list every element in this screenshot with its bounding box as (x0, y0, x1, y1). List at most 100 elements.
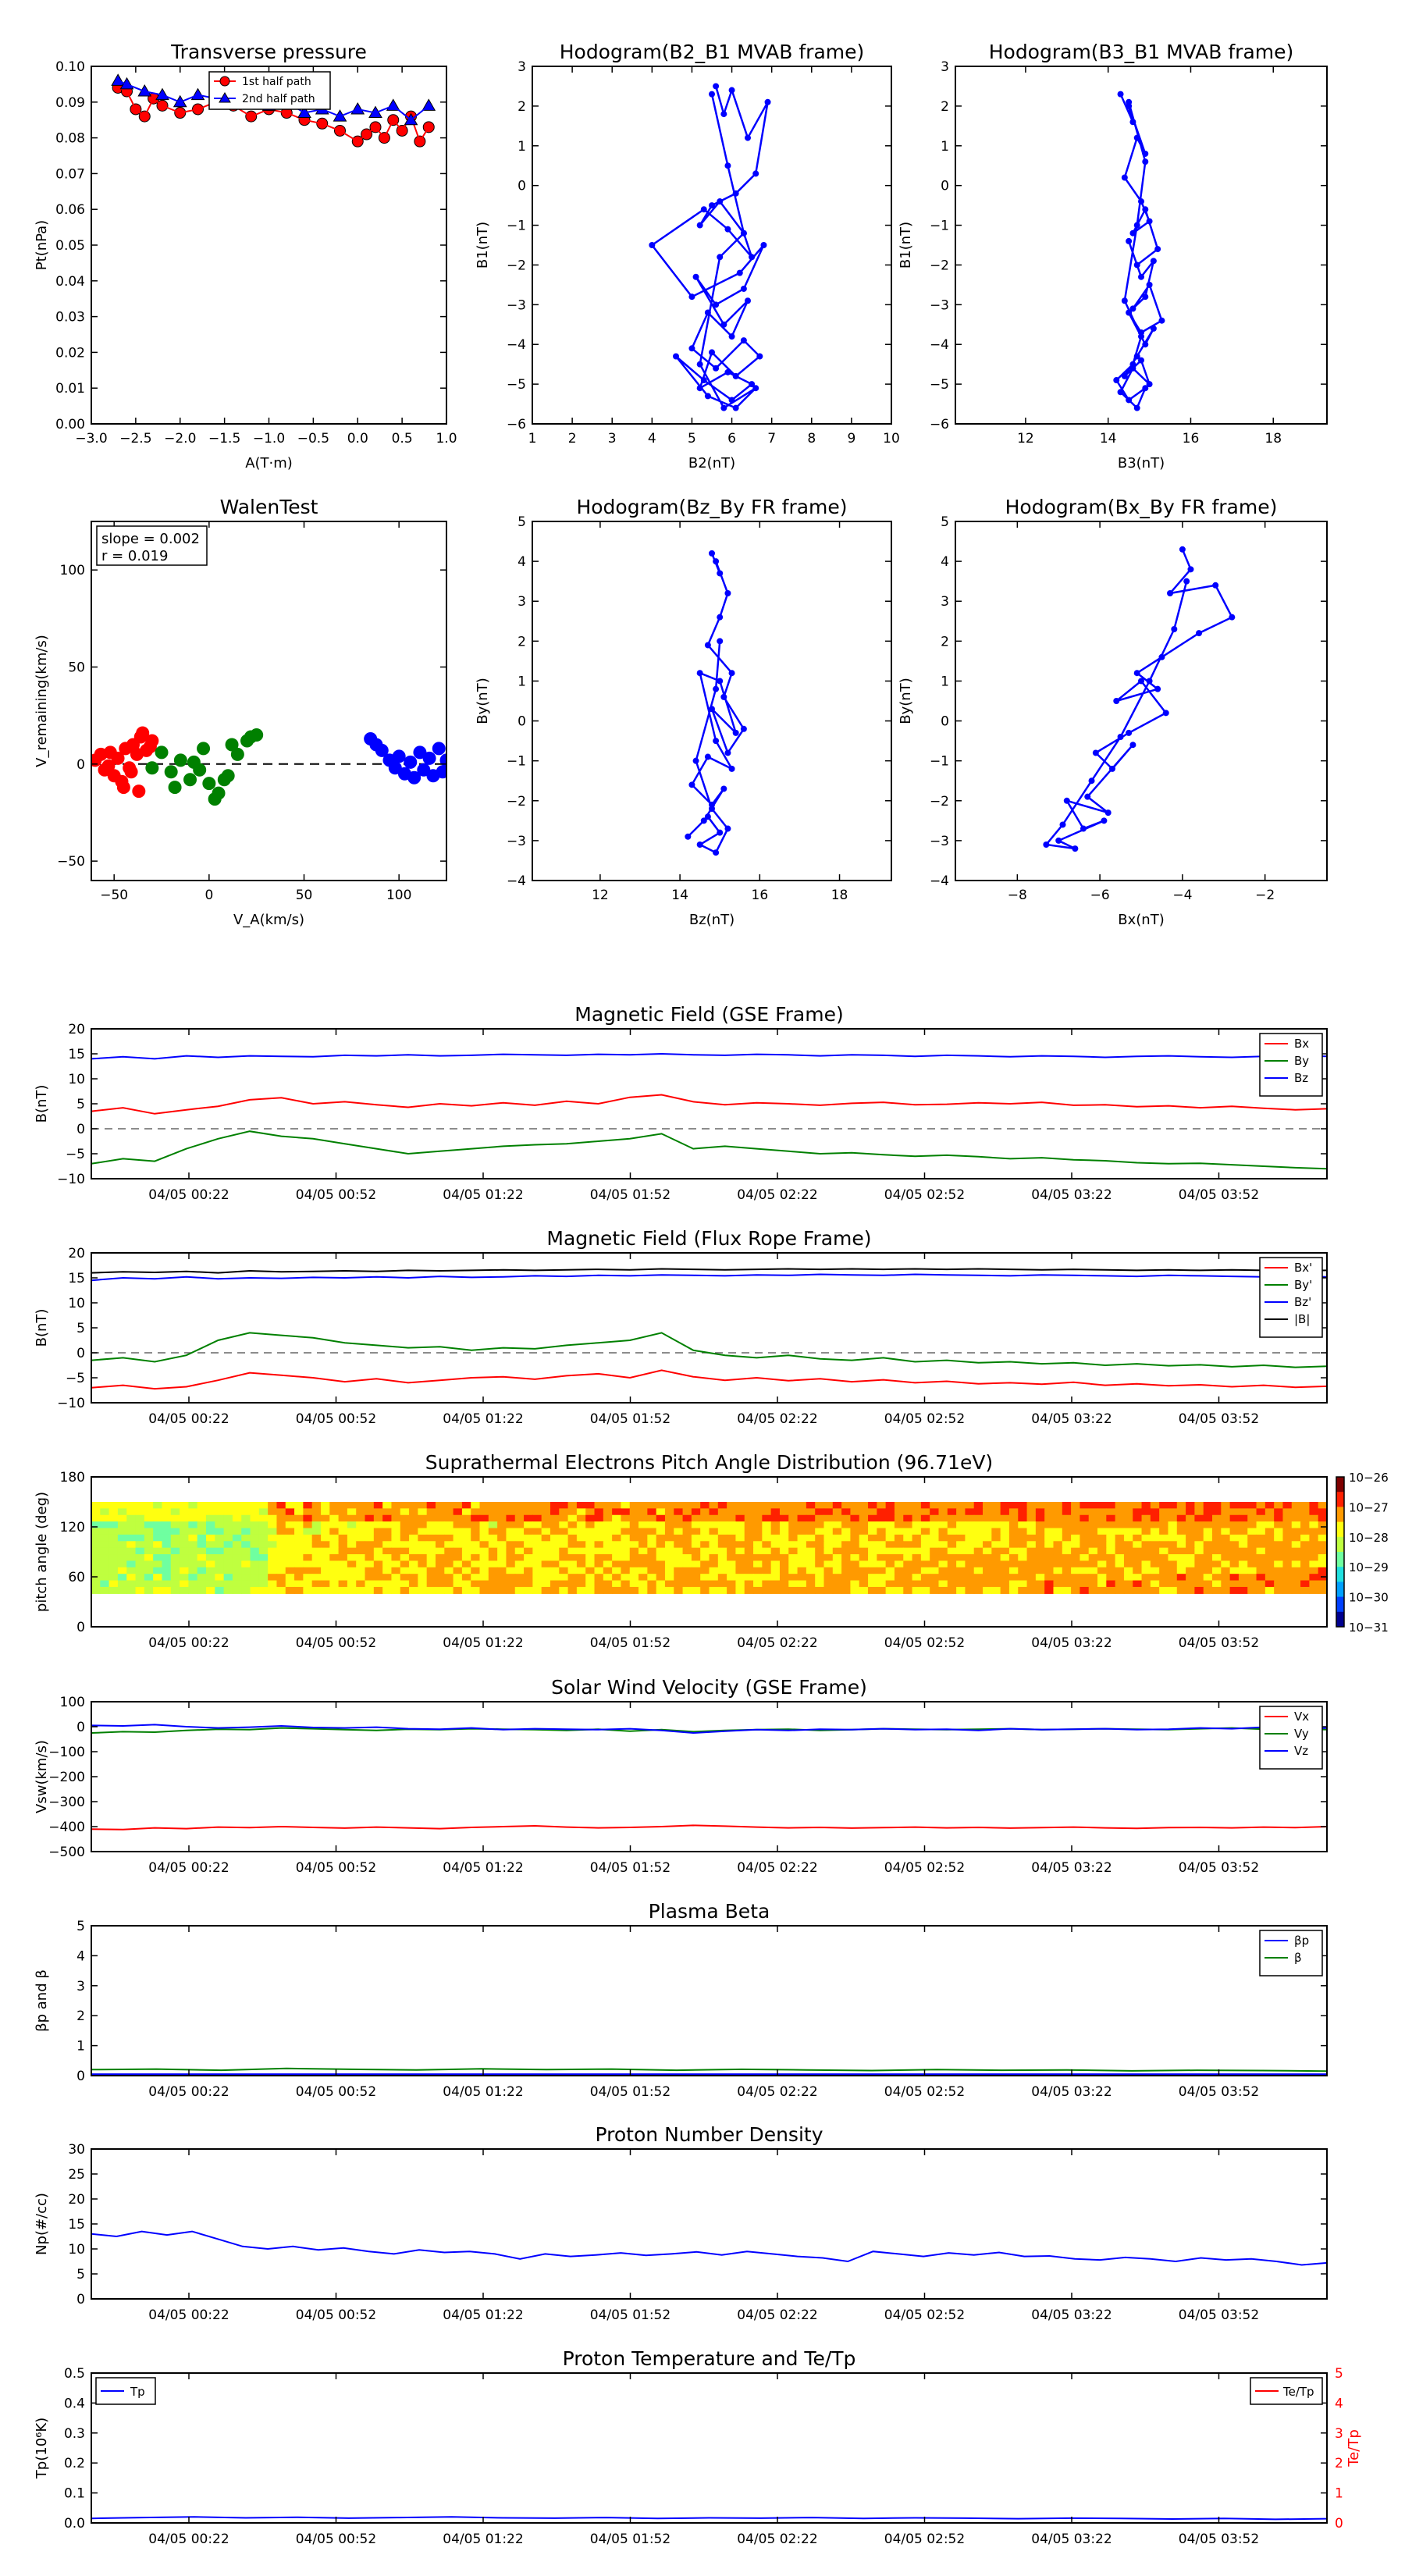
heatmap-cell (320, 1547, 330, 1555)
heatmap-cell (973, 1502, 984, 1509)
heatmap-cell (930, 1502, 940, 1509)
legend-label: Vy (1294, 1727, 1309, 1741)
heatmap-cell (885, 1567, 895, 1574)
heatmap-cell (1264, 1514, 1275, 1522)
heatmap-cell (1000, 1580, 1010, 1588)
heatmap-cell (1053, 1586, 1063, 1594)
legend-box (1259, 1930, 1323, 1976)
heatmap-cell (815, 1547, 825, 1555)
heatmap-cell (930, 1521, 940, 1529)
heatmap-cell (621, 1574, 631, 1582)
data-point (1055, 837, 1062, 844)
heatmap-cell (1194, 1541, 1204, 1549)
y-tick-label: 2 (941, 634, 949, 649)
data-point (713, 365, 720, 372)
heatmap-cell (594, 1508, 604, 1516)
heatmap-cell (576, 1567, 586, 1574)
heatmap-cell (1282, 1574, 1293, 1582)
heatmap-cell (603, 1586, 613, 1594)
heatmap-cell (126, 1567, 137, 1574)
heatmap-cell (912, 1541, 922, 1549)
heatmap-cell (700, 1528, 710, 1535)
heatmap-cell (1106, 1541, 1116, 1549)
heatmap-cell (153, 1521, 163, 1529)
heatmap-cell (1150, 1574, 1160, 1582)
heatmap-cell (903, 1547, 913, 1555)
heatmap-cell (991, 1502, 1001, 1509)
heatmap-cell (258, 1502, 269, 1509)
series-line (91, 1369, 1328, 1390)
heatmap-cell (144, 1534, 154, 1542)
heatmap-cell (91, 1541, 101, 1549)
heatmap-cell (647, 1502, 657, 1509)
heatmap-cell (514, 1508, 525, 1516)
heatmap-cell (779, 1554, 789, 1562)
heatmap-cell (938, 1502, 948, 1509)
data-point (717, 614, 724, 621)
heatmap-cell (885, 1514, 895, 1522)
heatmap-cell (815, 1554, 825, 1562)
x-tick-label: 9 (847, 431, 855, 447)
heatmap-cell (1159, 1508, 1169, 1516)
heatmap-cell (885, 1586, 895, 1594)
heatmap-cell (1035, 1521, 1045, 1529)
x-axis-label: V_A(km/s) (233, 912, 304, 928)
heatmap-cell (294, 1521, 304, 1529)
heatmap-cell (815, 1560, 825, 1568)
heatmap-cell (514, 1547, 525, 1555)
data-point (1126, 397, 1133, 404)
heatmap-cell (541, 1502, 551, 1509)
heatmap-cell (1008, 1514, 1019, 1522)
heatmap-cell (241, 1567, 251, 1574)
data-point (1133, 262, 1140, 269)
heatmap-cell (603, 1547, 613, 1555)
data-point (111, 751, 125, 765)
heatmap-cell (162, 1534, 172, 1542)
heatmap-cell (1221, 1547, 1231, 1555)
data-point (217, 773, 231, 787)
heatmap-cell (815, 1534, 825, 1542)
heatmap-cell (709, 1534, 719, 1542)
heatmap-cell (1133, 1502, 1143, 1509)
heatmap-cell (920, 1541, 930, 1549)
data-point (1142, 206, 1149, 213)
heatmap-cell (770, 1574, 781, 1582)
heatmap-cell (1291, 1574, 1301, 1582)
heatmap-cell (1062, 1508, 1072, 1516)
data-point (685, 833, 692, 840)
heatmap-cell (1229, 1521, 1240, 1529)
heatmap-cell (1044, 1528, 1055, 1535)
heatmap-cell (612, 1580, 622, 1588)
y-tick-label: 0 (76, 1720, 85, 1735)
data-point (1154, 685, 1161, 692)
heatmap-cell (770, 1567, 781, 1574)
heatmap-cell (1071, 1586, 1080, 1594)
heatmap-cell (682, 1580, 692, 1588)
heatmap-cell (797, 1574, 807, 1582)
heatmap-cell (691, 1534, 701, 1542)
heatmap-cell (497, 1541, 507, 1549)
data-point (732, 404, 739, 411)
heatmap-cell (727, 1528, 737, 1535)
heatmap-cell (1318, 1534, 1328, 1542)
heatmap-cell (1159, 1567, 1169, 1574)
heatmap-cell (700, 1574, 710, 1582)
data-point (752, 385, 759, 392)
x-tick-label: 0 (205, 888, 213, 903)
heatmap-cell (1044, 1521, 1055, 1529)
heatmap-cell (303, 1508, 313, 1516)
heatmap-cell (956, 1567, 966, 1574)
heatmap-cell (205, 1554, 215, 1562)
heatmap-cell (983, 1528, 992, 1535)
heatmap-cell (682, 1528, 692, 1535)
heatmap-cell (506, 1574, 516, 1582)
heatmap-cell (320, 1567, 330, 1574)
heatmap-cell (197, 1554, 207, 1562)
heatmap-cell (320, 1528, 330, 1535)
heatmap-cell (1133, 1508, 1143, 1516)
heatmap-cell (930, 1541, 940, 1549)
heatmap-cell (373, 1560, 383, 1568)
heatmap-cell (550, 1514, 560, 1522)
heatmap-cell (320, 1514, 330, 1522)
legend-marker (219, 76, 230, 87)
